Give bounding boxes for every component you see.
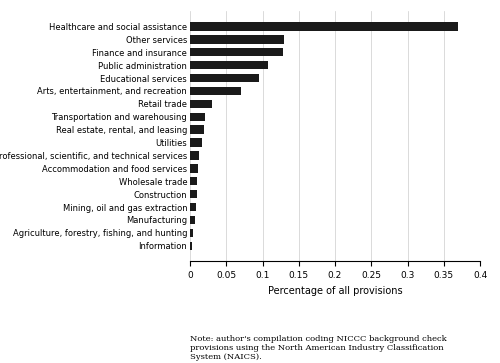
X-axis label: Percentage of all provisions: Percentage of all provisions bbox=[268, 286, 402, 295]
Bar bbox=[190, 113, 204, 121]
Bar bbox=[190, 61, 268, 69]
Bar bbox=[190, 242, 192, 250]
Bar bbox=[190, 229, 193, 237]
Bar bbox=[190, 203, 196, 211]
Bar bbox=[190, 164, 198, 172]
Bar bbox=[190, 48, 283, 57]
Bar bbox=[190, 126, 204, 134]
Bar bbox=[190, 87, 241, 95]
Bar bbox=[190, 35, 284, 44]
Bar bbox=[190, 151, 198, 160]
Text: Note: author's compilation coding NICCC background check
provisions using the No: Note: author's compilation coding NICCC … bbox=[190, 335, 447, 361]
Bar bbox=[190, 100, 212, 108]
Bar bbox=[190, 22, 458, 30]
Bar bbox=[190, 74, 259, 82]
Bar bbox=[190, 216, 195, 224]
Bar bbox=[190, 177, 197, 185]
Bar bbox=[190, 138, 202, 147]
Bar bbox=[190, 190, 196, 198]
